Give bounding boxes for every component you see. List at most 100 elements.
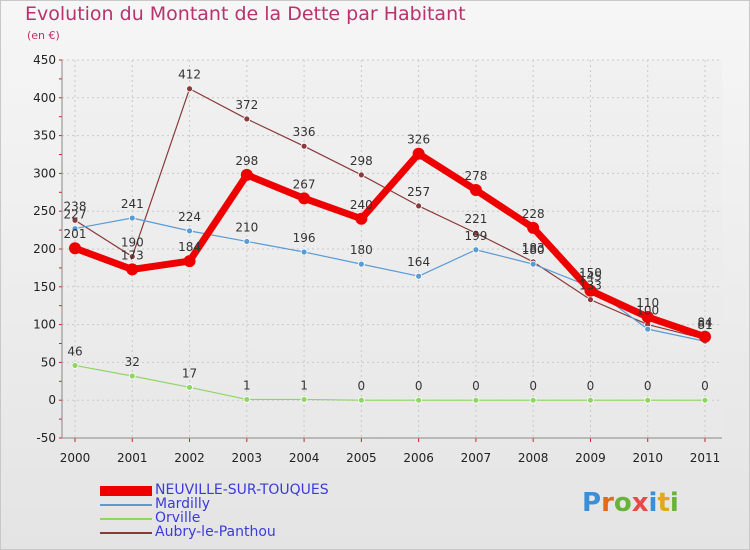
x-tick-label: 2005 [346, 451, 377, 465]
data-label: 238 [64, 199, 87, 213]
series-point-2 [701, 396, 709, 404]
data-label: 0 [415, 379, 423, 393]
series-point-1 [472, 246, 480, 254]
x-tick-label: 2004 [289, 451, 320, 465]
data-label: 110 [636, 296, 659, 310]
proxiti-logo[interactable]: Proxiti [582, 488, 679, 518]
logo-letter: x [631, 488, 649, 518]
data-label: 46 [67, 344, 82, 358]
data-label: 84 [697, 316, 712, 330]
data-label: 298 [235, 154, 258, 168]
series-point-3 [128, 253, 136, 260]
series-point-3 [415, 202, 423, 210]
logo-letter: o [613, 488, 632, 518]
y-tick-label: 350 [33, 129, 56, 143]
data-label: 196 [293, 231, 316, 245]
logo-letter: i [669, 488, 679, 518]
series-point-3 [587, 296, 594, 304]
series-point-2 [300, 396, 308, 403]
series-point-2 [644, 396, 652, 404]
data-label: 145 [579, 270, 602, 284]
legend-label-neuville: NEUVILLE-SUR-TOUQUES [155, 482, 329, 498]
y-tick-label: 400 [33, 91, 56, 105]
series-line-0 [73, 150, 707, 341]
legend-swatch-mardilly [100, 504, 152, 506]
y-tick-label: 50 [41, 355, 56, 369]
data-label: 336 [293, 125, 316, 139]
data-label: 227 [64, 208, 87, 222]
data-label: 412 [178, 68, 201, 82]
data-label: 298 [350, 154, 373, 168]
y-tick-label: 150 [33, 280, 56, 294]
series-point-0 [355, 212, 368, 225]
series-point-2 [529, 396, 537, 404]
data-label: 1 [243, 378, 251, 392]
data-label: 0 [529, 379, 537, 393]
data-label: 133 [579, 279, 602, 293]
series-point-0 [298, 192, 311, 205]
data-label: 0 [701, 379, 709, 393]
series-point-0 [584, 284, 597, 297]
series-point-3 [186, 85, 193, 93]
series-line-2 [74, 364, 705, 401]
series-point-1 [243, 238, 251, 245]
series-point-3 [357, 171, 365, 179]
series-point-1 [186, 227, 193, 235]
series-point-0 [412, 147, 425, 160]
x-tick-label: 2007 [461, 451, 492, 465]
data-label: 228 [522, 207, 545, 221]
series-point-0 [527, 221, 540, 234]
data-label: 183 [522, 241, 545, 255]
data-label: 0 [472, 379, 480, 393]
data-label: 0 [358, 379, 366, 393]
series-point-1 [71, 225, 79, 232]
x-tick-label: 2010 [632, 451, 663, 465]
data-label: 221 [464, 212, 487, 226]
data-label: 372 [235, 98, 258, 112]
series-point-0 [240, 168, 253, 181]
data-label: 180 [350, 243, 373, 257]
series-point-1 [128, 214, 136, 222]
x-tick-label: 2006 [403, 451, 434, 465]
y-tick-label: 450 [33, 53, 56, 67]
series-point-2 [587, 396, 594, 404]
series-point-1 [300, 248, 308, 256]
data-label: 210 [235, 220, 258, 234]
data-label: 190 [121, 236, 144, 250]
data-label: 199 [464, 229, 487, 243]
data-label: 184 [178, 240, 201, 254]
y-tick-label: 250 [33, 204, 56, 218]
data-label: 1 [300, 378, 308, 392]
data-label: 326 [407, 133, 430, 147]
series-point-1 [529, 260, 537, 268]
x-tick-label: 2000 [60, 451, 91, 465]
series-point-3 [300, 142, 308, 150]
x-tick-label: 2008 [518, 451, 549, 465]
logo-letter: t [657, 488, 670, 518]
series-point-2 [243, 396, 251, 403]
series-point-3 [71, 216, 79, 224]
series-point-2 [415, 396, 423, 404]
data-label: 240 [350, 198, 373, 212]
series-point-2 [472, 396, 480, 404]
data-label: 201 [64, 227, 87, 241]
data-label: 241 [121, 197, 144, 211]
legend-label-mardilly: Mardilly [155, 496, 211, 512]
data-label: 81 [697, 318, 712, 332]
y-tick-label: 200 [33, 242, 56, 256]
series-point-1 [415, 272, 423, 280]
data-label: 0 [644, 379, 652, 393]
legend-swatch-neuville [100, 486, 152, 496]
legend-label-aubry: Aubry-le-Panthou [155, 524, 276, 540]
series-point-1 [644, 325, 652, 333]
logo-letter: P [582, 488, 602, 518]
chart-subtitle: (en €) [27, 29, 60, 42]
series-point-2 [71, 362, 79, 369]
x-tick-label: 2002 [174, 451, 205, 465]
series-point-0 [641, 311, 654, 324]
legend-swatch-aubry [100, 532, 152, 534]
legend-label-orville: Orville [155, 510, 201, 526]
series-point-2 [128, 372, 136, 380]
